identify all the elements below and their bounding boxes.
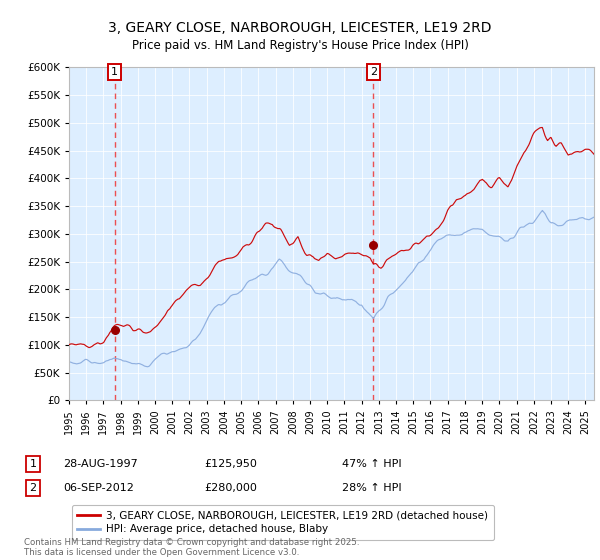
Text: £125,950: £125,950 [204,459,257,469]
Text: 28-AUG-1997: 28-AUG-1997 [63,459,138,469]
Text: £280,000: £280,000 [204,483,257,493]
Text: 3, GEARY CLOSE, NARBOROUGH, LEICESTER, LE19 2RD: 3, GEARY CLOSE, NARBOROUGH, LEICESTER, L… [108,21,492,35]
Text: Contains HM Land Registry data © Crown copyright and database right 2025.
This d: Contains HM Land Registry data © Crown c… [24,538,359,557]
Legend: 3, GEARY CLOSE, NARBOROUGH, LEICESTER, LE19 2RD (detached house), HPI: Average p: 3, GEARY CLOSE, NARBOROUGH, LEICESTER, L… [71,505,494,540]
Text: 1: 1 [111,67,118,77]
Text: 47% ↑ HPI: 47% ↑ HPI [342,459,401,469]
Text: 06-SEP-2012: 06-SEP-2012 [63,483,134,493]
Text: 2: 2 [370,67,377,77]
Text: 2: 2 [29,483,37,493]
Text: 1: 1 [29,459,37,469]
Text: 28% ↑ HPI: 28% ↑ HPI [342,483,401,493]
Text: Price paid vs. HM Land Registry's House Price Index (HPI): Price paid vs. HM Land Registry's House … [131,39,469,52]
